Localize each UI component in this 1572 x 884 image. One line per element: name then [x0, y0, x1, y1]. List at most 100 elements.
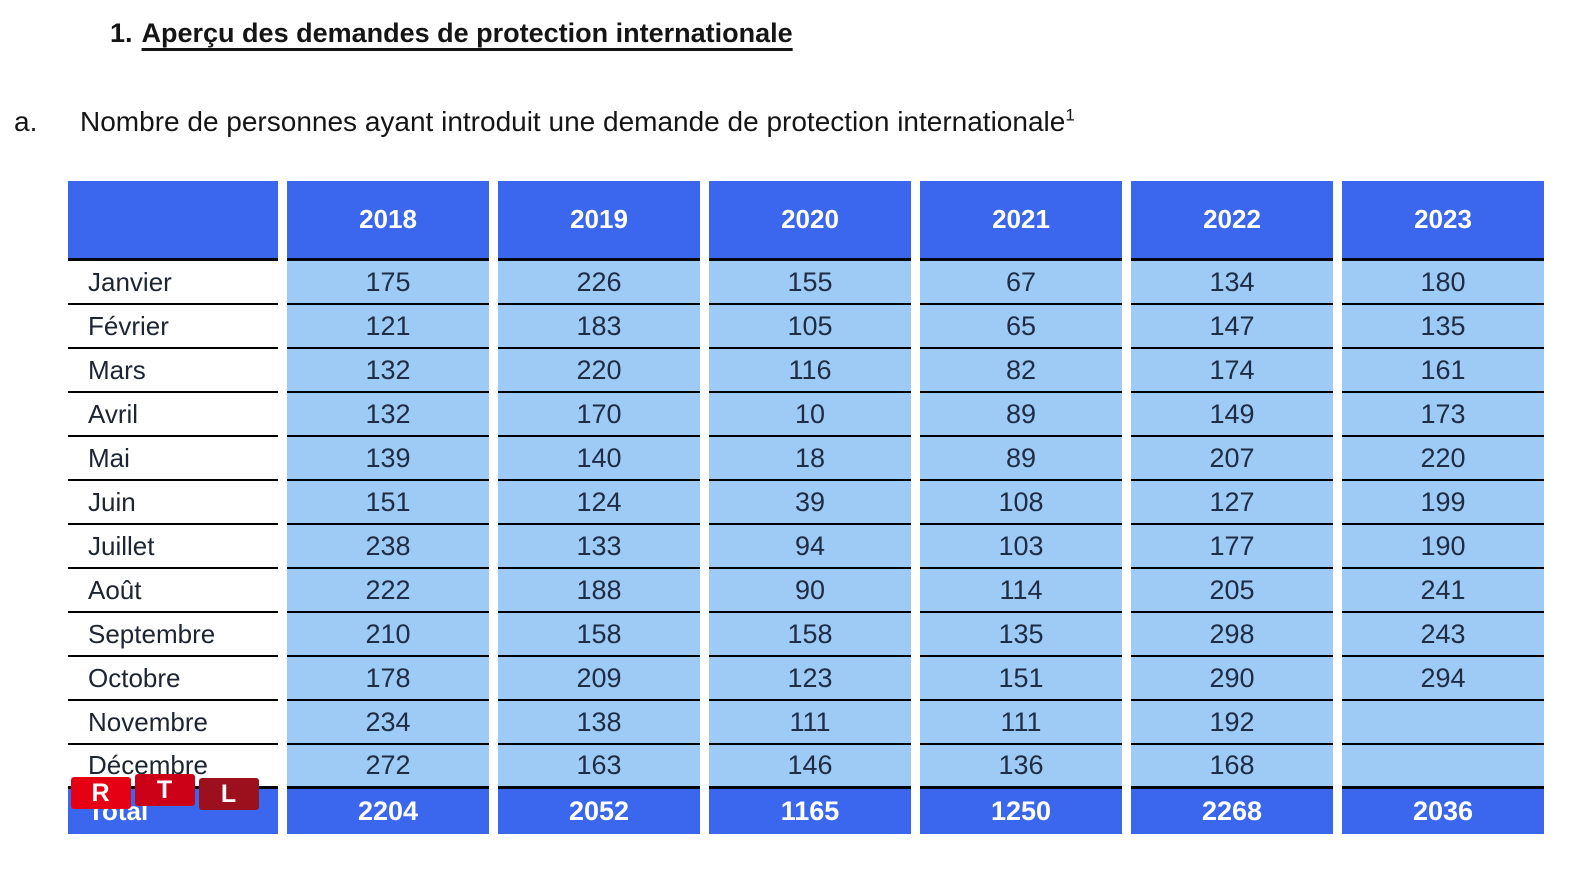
- table-value-cell: 234: [287, 701, 489, 745]
- table-value-cell: 294: [1342, 657, 1544, 701]
- table-value-cell: 175: [287, 261, 489, 305]
- table-total-value: 2052: [498, 789, 700, 834]
- table-value-cell: 151: [287, 481, 489, 525]
- table-value-cell: 82: [920, 349, 1122, 393]
- table-value-cell: 136: [920, 745, 1122, 789]
- table-value-cell: 183: [498, 305, 700, 349]
- table-value-cell: 163: [498, 745, 700, 789]
- table-value-cell: 158: [709, 613, 911, 657]
- table-value-cell: 133: [498, 525, 700, 569]
- table-total-value: 2268: [1131, 789, 1333, 834]
- table-value-cell: 124: [498, 481, 700, 525]
- table-value-cell: 192: [1131, 701, 1333, 745]
- table-value-cell: 94: [709, 525, 911, 569]
- table-value-cell: 89: [920, 437, 1122, 481]
- table-value-cell: 174: [1131, 349, 1333, 393]
- table-year-header: 2018: [287, 181, 489, 261]
- table-value-cell: 116: [709, 349, 911, 393]
- table-month-cell: Février: [68, 305, 278, 349]
- table-month-cell: Mai: [68, 437, 278, 481]
- table-year-header: 2020: [709, 181, 911, 261]
- table-value-cell: 127: [1131, 481, 1333, 525]
- table-value-cell: 210: [287, 613, 489, 657]
- table-value-cell: 180: [1342, 261, 1544, 305]
- table-total-value: 2036: [1342, 789, 1544, 834]
- table-value-cell: 170: [498, 393, 700, 437]
- table-value-cell: 111: [709, 701, 911, 745]
- table-value-cell: 158: [498, 613, 700, 657]
- table-value-cell: 134: [1131, 261, 1333, 305]
- table-year-header: 2019: [498, 181, 700, 261]
- table-value-cell: 161: [1342, 349, 1544, 393]
- subtitle: Nombre de personnes ayant introduit une …: [80, 106, 1075, 138]
- table-month-cell: Avril: [68, 393, 278, 437]
- table-value-cell: 132: [287, 349, 489, 393]
- footnote-marker: 1: [1065, 105, 1075, 125]
- table-month-cell: Novembre: [68, 701, 278, 745]
- table-value-cell: 178: [287, 657, 489, 701]
- rtl-logo-letter-l: L: [199, 778, 259, 810]
- table-value-cell: 39: [709, 481, 911, 525]
- subtitle-text: Nombre de personnes ayant introduit une …: [80, 106, 1066, 137]
- table-value-cell: 139: [287, 437, 489, 481]
- table-value-cell: 220: [498, 349, 700, 393]
- rtl-watermark-logo: R T L: [71, 774, 259, 810]
- table-value-cell: 199: [1342, 481, 1544, 525]
- table-value-cell: 108: [920, 481, 1122, 525]
- table-value-cell: [1342, 745, 1544, 789]
- table-year-header: 2021: [920, 181, 1122, 261]
- table-value-cell: 10: [709, 393, 911, 437]
- data-table: 2018 2019 2020 2021 2022 2023 Janvier 17…: [68, 181, 1544, 834]
- table-value-cell: 290: [1131, 657, 1333, 701]
- table-year-header: 2023: [1342, 181, 1544, 261]
- table-value-cell: 121: [287, 305, 489, 349]
- table-total-value: 1250: [920, 789, 1122, 834]
- table-value-cell: 114: [920, 569, 1122, 613]
- table-value-cell: 123: [709, 657, 911, 701]
- table-value-cell: 220: [1342, 437, 1544, 481]
- table-value-cell: 103: [920, 525, 1122, 569]
- heading-number: 1.: [110, 18, 133, 48]
- table-total-value: 1165: [709, 789, 911, 834]
- rtl-logo-letter-r: R: [71, 777, 131, 809]
- table-corner-cell: [68, 181, 278, 261]
- table-value-cell: 188: [498, 569, 700, 613]
- table-month-cell: Octobre: [68, 657, 278, 701]
- table-value-cell: 209: [498, 657, 700, 701]
- table-value-cell: 155: [709, 261, 911, 305]
- table-value-cell: 135: [1342, 305, 1544, 349]
- table-month-cell: Juin: [68, 481, 278, 525]
- table-value-cell: 226: [498, 261, 700, 305]
- table-value-cell: 90: [709, 569, 911, 613]
- table-value-cell: 111: [920, 701, 1122, 745]
- table-value-cell: 243: [1342, 613, 1544, 657]
- table-month-cell: Août: [68, 569, 278, 613]
- table-value-cell: 149: [1131, 393, 1333, 437]
- table-month-cell: Septembre: [68, 613, 278, 657]
- table-value-cell: 67: [920, 261, 1122, 305]
- table-total-value: 2204: [287, 789, 489, 834]
- table-value-cell: 168: [1131, 745, 1333, 789]
- table-month-cell: Juillet: [68, 525, 278, 569]
- table-value-cell: 241: [1342, 569, 1544, 613]
- table-value-cell: 190: [1342, 525, 1544, 569]
- table-value-cell: 105: [709, 305, 911, 349]
- table-value-cell: 132: [287, 393, 489, 437]
- table-value-cell: 238: [287, 525, 489, 569]
- table-value-cell: 18: [709, 437, 911, 481]
- rtl-logo-letter-t: T: [135, 774, 195, 806]
- table-value-cell: 272: [287, 745, 489, 789]
- table-value-cell: 138: [498, 701, 700, 745]
- table-value-cell: 147: [1131, 305, 1333, 349]
- table-value-cell: 140: [498, 437, 700, 481]
- table-value-cell: 205: [1131, 569, 1333, 613]
- table-value-cell: 89: [920, 393, 1122, 437]
- table-value-cell: 177: [1131, 525, 1333, 569]
- table-year-header: 2022: [1131, 181, 1333, 261]
- table-month-cell: Janvier: [68, 261, 278, 305]
- table-month-cell: Mars: [68, 349, 278, 393]
- heading-text: Aperçu des demandes de protection intern…: [141, 18, 793, 48]
- table-value-cell: 173: [1342, 393, 1544, 437]
- table-value-cell: 135: [920, 613, 1122, 657]
- table-value-cell: 151: [920, 657, 1122, 701]
